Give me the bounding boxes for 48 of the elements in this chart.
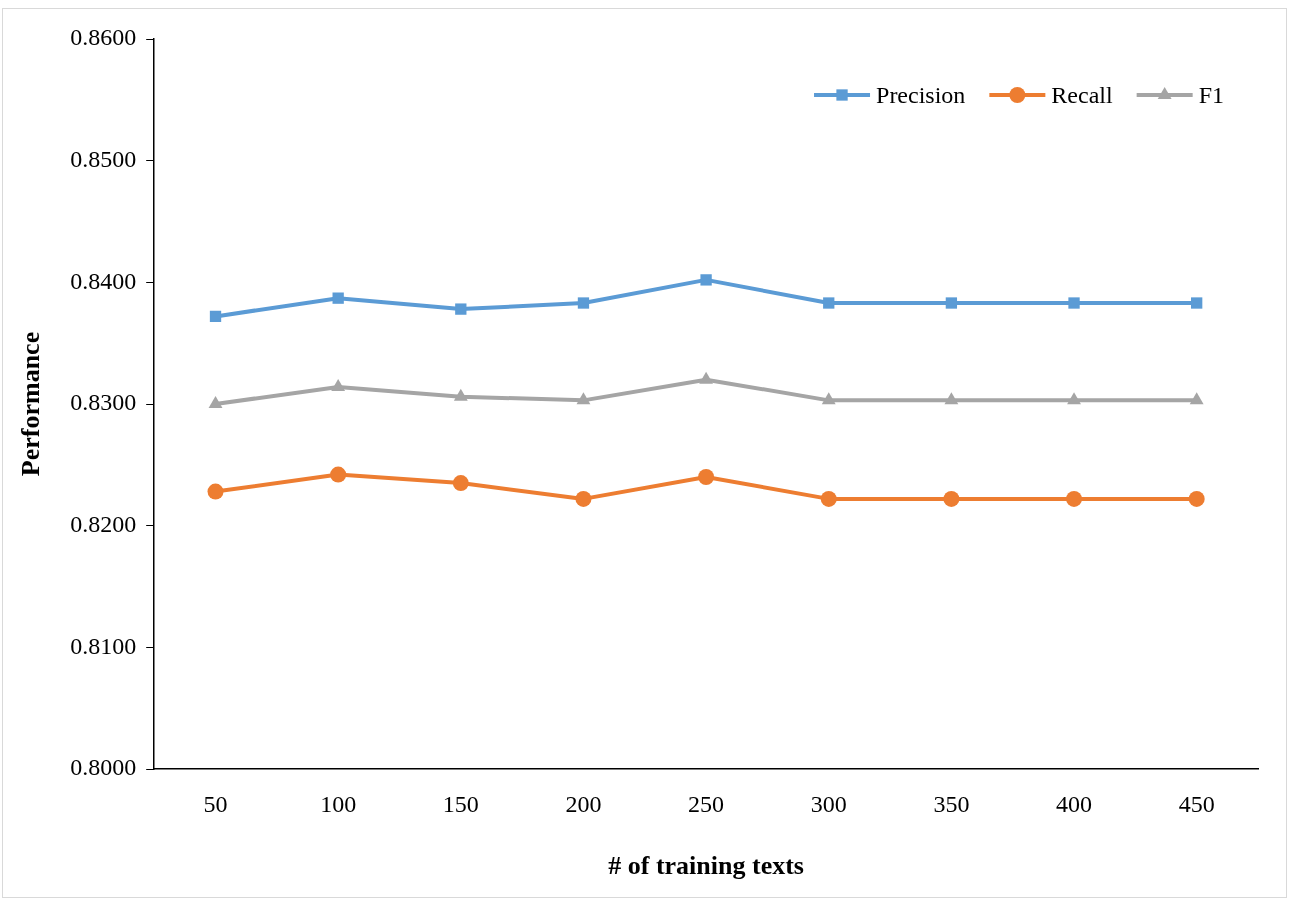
legend-label: F1: [1198, 82, 1225, 109]
point: [943, 490, 960, 507]
legend-label: Recall: [1051, 82, 1113, 109]
x-tick-label: 450: [1178, 790, 1215, 817]
x-tick-label: 150: [442, 790, 479, 817]
x-tick-label: 100: [320, 790, 357, 817]
y-tick-label: 0.8600: [70, 24, 137, 51]
point: [453, 388, 468, 401]
point: [821, 392, 836, 405]
point: [576, 392, 591, 405]
point: [577, 297, 590, 309]
point: [209, 310, 222, 323]
x-tick-label: 200: [565, 790, 602, 817]
y-axis-title: Performance: [16, 331, 46, 477]
point: [1066, 490, 1083, 507]
y-tick-label: 0.8500: [70, 145, 137, 172]
point: [820, 490, 837, 507]
point: [1068, 297, 1080, 309]
point: [330, 466, 347, 483]
point: [1191, 297, 1203, 309]
y-tick-label: 0.8000: [70, 754, 137, 781]
x-tick-label: 400: [1056, 790, 1093, 817]
point: [699, 371, 714, 384]
x-tick-label: 250: [688, 790, 725, 817]
point: [1188, 490, 1205, 507]
point: [1189, 392, 1204, 405]
point: [698, 469, 715, 485]
point: [823, 297, 835, 309]
point: [452, 475, 469, 492]
y-tick-label: 0.8200: [70, 510, 137, 537]
point: [700, 274, 712, 286]
point: [1067, 392, 1081, 405]
point: [208, 396, 223, 408]
point: [575, 490, 592, 507]
point: [332, 292, 344, 304]
point: [331, 378, 346, 391]
y-tick-label: 0.8400: [70, 267, 137, 294]
x-tick-label: 50: [203, 790, 228, 817]
x-tick-label: 350: [933, 790, 970, 817]
point: [944, 392, 959, 405]
y-tick-label: 0.8100: [70, 632, 137, 659]
point: [207, 483, 224, 500]
legend-label: Precision: [876, 82, 966, 109]
point: [945, 297, 958, 309]
x-axis-title: # of training texts: [608, 851, 804, 881]
point: [455, 303, 467, 315]
y-tick-label: 0.8300: [70, 389, 137, 416]
x-tick-label: 300: [810, 790, 847, 817]
